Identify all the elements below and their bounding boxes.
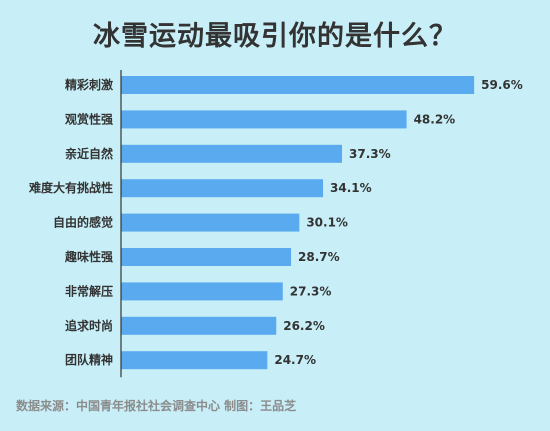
category-label-0: 精彩刺激 (65, 77, 113, 92)
value-label-5: 28.7% (298, 250, 340, 264)
category-label-7: 追求时尚 (65, 318, 113, 333)
value-label-1: 48.2% (414, 112, 456, 126)
bar-5 (121, 248, 292, 266)
bar-4 (121, 213, 300, 232)
category-label-2: 亲近自然 (65, 146, 113, 161)
bar-6 (121, 282, 283, 301)
bar-8 (121, 351, 268, 370)
bar-3 (121, 179, 324, 198)
bar-7 (121, 316, 277, 335)
bar-0 (121, 76, 475, 94)
bar-2 (121, 144, 343, 163)
category-label-6: 非常解压 (65, 283, 113, 298)
data-source-note: 数据来源：中国青年报社社会调查中心 制图：王品芝 (16, 399, 297, 413)
bar-1 (121, 110, 407, 129)
category-label-4: 自由的感觉 (53, 215, 113, 230)
value-label-3: 34.1% (330, 181, 372, 195)
category-label-3: 难度大有挑战性 (28, 180, 113, 195)
value-label-4: 30.1% (306, 216, 348, 230)
value-label-6: 27.3% (290, 284, 332, 298)
value-label-7: 26.2% (283, 319, 325, 333)
value-label-8: 24.7% (274, 353, 316, 367)
category-label-1: 观赏性强 (65, 111, 113, 126)
category-label-5: 趣味性强 (64, 249, 113, 264)
category-label-8: 团队精神 (65, 352, 113, 367)
value-label-2: 37.3% (349, 147, 391, 161)
value-label-0: 59.6% (481, 78, 523, 92)
chart-title: 冰雪运动最吸引你的是什么？ (93, 21, 457, 52)
